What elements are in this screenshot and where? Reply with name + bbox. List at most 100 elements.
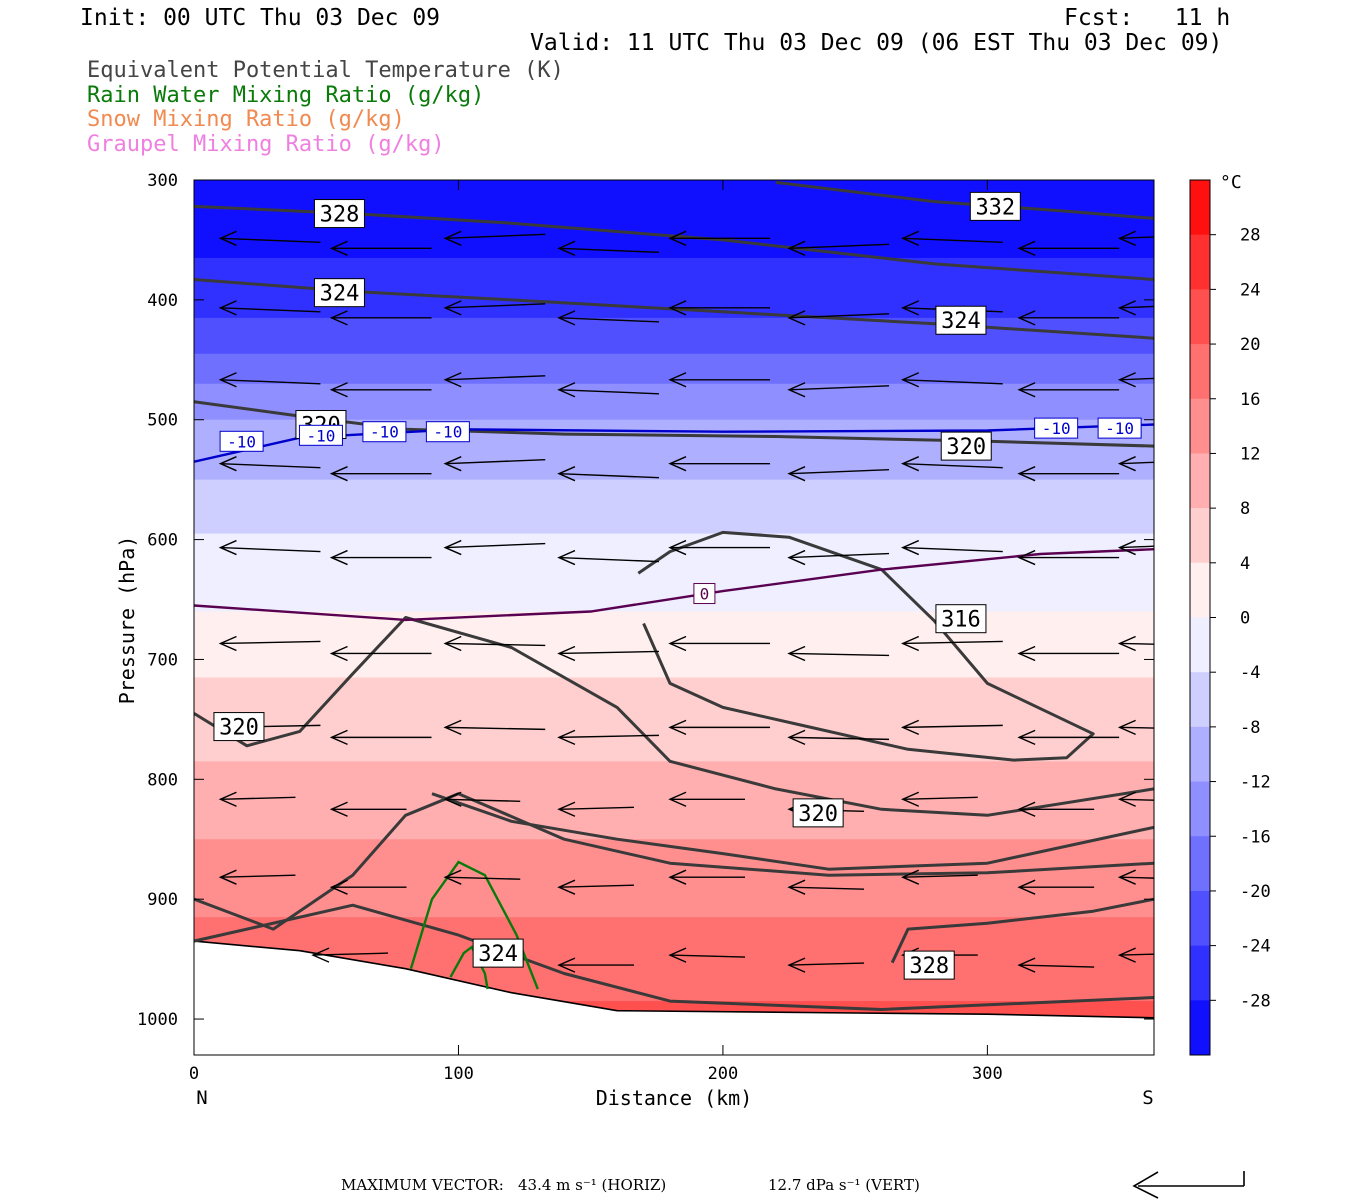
temperature-band — [194, 785, 1154, 792]
legend-theta-e: Equivalent Potential Temperature (K) — [87, 58, 564, 83]
colorbar-swatch — [1190, 508, 1210, 564]
colorbar-tick-label: -8 — [1240, 718, 1260, 738]
temperature-band — [194, 809, 1154, 816]
x-tick-label: 0 — [189, 1064, 199, 1084]
x-end-label-north: N — [196, 1087, 207, 1109]
colorbar-swatch — [1190, 836, 1210, 892]
wind-vector-arrow — [218, 635, 321, 652]
temperature-band — [194, 893, 1154, 900]
colorbar-tick-label: -4 — [1240, 663, 1260, 683]
wind-vector-arrow — [1117, 539, 1154, 556]
temperature-band — [194, 461, 1154, 469]
temperature-band — [194, 629, 1154, 637]
temperature-band — [194, 425, 1154, 433]
wind-vector-arrow — [901, 230, 1003, 246]
isotherm-label: 0 — [700, 585, 710, 604]
temperature-band — [194, 491, 1154, 499]
temperature-band — [194, 455, 1154, 463]
legend-rain-water: Rain Water Mixing Ratio (g/kg) — [87, 83, 485, 108]
wind-vector-arrow — [443, 539, 546, 556]
temperature-band — [194, 239, 1154, 247]
wind-vector-arrow — [1117, 456, 1154, 472]
temperature-band — [194, 1031, 1154, 1038]
temperature-band — [194, 299, 1154, 307]
temperature-shading — [194, 180, 1154, 1055]
temperature-band — [194, 287, 1154, 295]
temperature-band — [194, 689, 1154, 697]
temperature-band — [194, 431, 1154, 439]
temperature-band — [194, 281, 1154, 289]
temperature-band — [194, 263, 1154, 271]
isotherm-label: -10 — [1105, 419, 1134, 438]
wind-vector-arrow — [443, 300, 546, 316]
wind-vector-arrow — [557, 729, 659, 746]
contour-label-box — [940, 431, 992, 461]
temperature-band — [194, 941, 1154, 948]
isotherm-label-box — [298, 424, 343, 446]
temperature-band — [194, 671, 1154, 679]
y-tick-label: 800 — [147, 770, 178, 790]
temperature-band — [194, 995, 1154, 1002]
terrain-surface-line — [194, 940, 1154, 1019]
temperature-band — [194, 527, 1154, 535]
temperature-band — [194, 821, 1154, 828]
temperature-band — [194, 701, 1154, 708]
wind-vector-arrow — [1017, 957, 1095, 973]
wind-vector-arrow — [443, 230, 546, 246]
rain-water-contour — [409, 860, 539, 990]
wind-vector-arrow — [1017, 879, 1095, 895]
contour-label-box — [313, 278, 365, 308]
temperature-band — [194, 563, 1154, 571]
legend-graupel: Graupel Mixing Ratio (g/kg) — [87, 132, 445, 157]
isotherm-label-box — [1034, 417, 1079, 439]
contour-label-box — [792, 798, 844, 828]
colorbar-tick-label: 24 — [1240, 280, 1260, 300]
contour-label-box — [295, 410, 347, 440]
temperature-band — [194, 743, 1154, 750]
contour-labels: 332 328 324 324 320 320 316 320 320 324 328 -10 -10 -… — [213, 191, 1142, 980]
isotherm-contour — [194, 548, 1154, 622]
temperature-band — [194, 497, 1154, 505]
isotherm-label: -10 — [433, 423, 462, 442]
wind-vector-arrow — [787, 729, 890, 746]
theta-e-contour — [431, 792, 1154, 871]
temperature-band — [194, 413, 1154, 421]
theta-e-contour — [890, 897, 1154, 964]
temperature-band — [194, 587, 1154, 595]
colorbar-swatch — [1190, 289, 1210, 345]
wind-vector-arrow — [1017, 466, 1120, 482]
wind-vector-arrow — [668, 230, 771, 246]
temperature-band — [194, 251, 1154, 259]
wind-vector-arrow — [668, 869, 746, 885]
wind-vector-arrow — [1017, 801, 1095, 817]
colorbar-tick-label: -24 — [1240, 937, 1271, 957]
temperature-band — [194, 1043, 1154, 1050]
temperature-band — [194, 581, 1154, 589]
wind-vector-arrow — [443, 372, 546, 388]
temperature-band — [194, 659, 1154, 667]
wind-vector-arrow — [901, 791, 978, 807]
wind-vector-arrow — [787, 957, 865, 973]
temperature-band — [194, 851, 1154, 858]
temperature-band — [194, 323, 1154, 331]
terrain-fill — [194, 941, 1154, 1055]
x-tick-label: 200 — [708, 1064, 739, 1084]
temperature-band — [194, 761, 1154, 768]
isotherm-label: -10 — [370, 423, 399, 442]
temperature-band — [194, 245, 1154, 253]
temperature-band — [194, 191, 1154, 199]
max-vector-horiz: 43.4 m s⁻¹ (HORIZ) — [518, 1176, 667, 1194]
colorbar-tick-label: -20 — [1240, 882, 1271, 902]
wind-vector-arrow — [1017, 549, 1120, 566]
temperature-band — [194, 1007, 1154, 1014]
x-end-label-south: S — [1142, 1087, 1153, 1109]
isotherm-label-box — [219, 430, 264, 452]
wind-vector-arrow — [901, 300, 1003, 316]
wind-vector-arrow — [557, 382, 659, 398]
temperature-band — [194, 539, 1154, 547]
colorbar-swatch — [1190, 672, 1210, 728]
rain-water-contour — [449, 945, 489, 990]
wind-vector-arrow — [901, 869, 978, 885]
temperature-band — [194, 1049, 1154, 1055]
temperature-band — [194, 803, 1154, 810]
